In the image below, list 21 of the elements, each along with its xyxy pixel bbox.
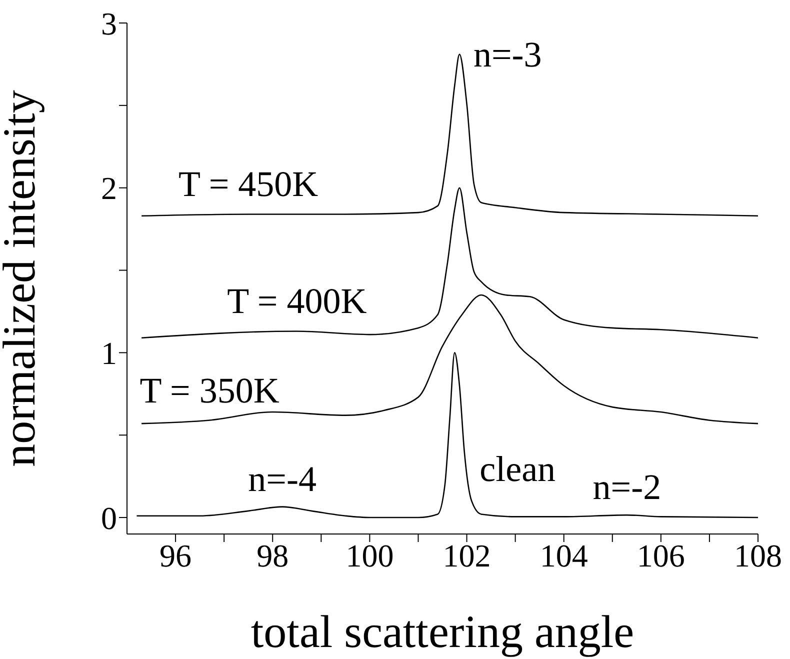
- annotation: n=-4: [248, 458, 316, 499]
- series-label: T = 350K: [140, 370, 280, 410]
- series-label: T = 400K: [227, 281, 367, 322]
- x-tick-label: 104: [540, 538, 588, 574]
- y-tick-label: 1: [101, 335, 117, 372]
- x-axis-title: total scattering angle: [250, 606, 634, 657]
- x-tick-label: 106: [636, 538, 685, 574]
- series-label: clean: [480, 449, 556, 490]
- y-tick-label: 3: [101, 5, 117, 42]
- series-label: T = 450K: [178, 164, 318, 204]
- y-tick-label: 2: [101, 170, 117, 206]
- annotation: n=-3: [473, 34, 542, 74]
- x-tick-label: 96: [160, 538, 192, 574]
- x-tick-label: 102: [442, 538, 491, 574]
- x-tick-label: 98: [256, 538, 289, 574]
- y-tick-label: 0: [101, 500, 117, 536]
- annotation: n=-2: [592, 467, 662, 508]
- x-tick-label: 108: [734, 538, 782, 574]
- line-series: [136, 352, 758, 518]
- x-tick-label: 100: [346, 538, 394, 574]
- y-axis-title: normalized intensity: [0, 90, 44, 467]
